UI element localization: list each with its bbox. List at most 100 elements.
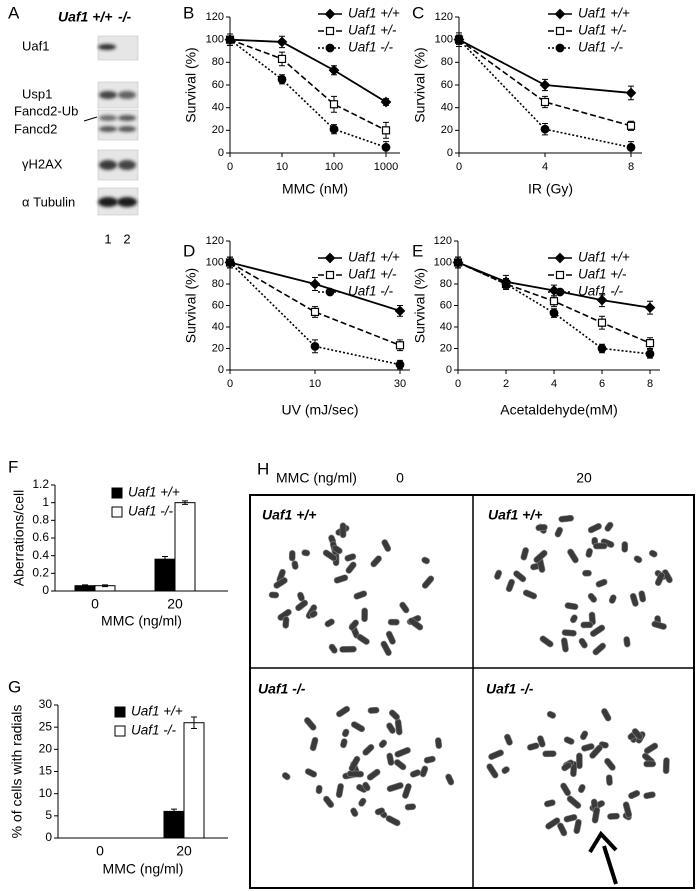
series-line [229,38,387,132]
legend-marker [554,252,566,264]
data-point [644,302,656,313]
chromosome [592,542,608,550]
legend-marker [325,270,335,280]
x-tick-label: 0 [227,161,233,173]
data-point [394,305,406,317]
series-line [229,261,401,366]
y-tick-label: 120 [206,11,224,23]
chromosome [309,610,318,618]
y-tick-label: 0.8 [32,513,49,527]
y-tick-label: 15 [39,764,53,778]
y-tick-label: 60 [440,299,452,311]
data-point [309,278,321,290]
chromosome [589,744,603,759]
panel-label: F [8,457,18,476]
y-axis-label: Aberrations/cell [11,490,27,587]
chromosome [533,549,548,564]
x-tick-label: 0 [96,843,104,859]
data-point [540,97,550,107]
blot-band [99,91,117,99]
data-point [549,297,559,306]
legend-marker [325,287,335,297]
blot-strip [97,109,139,141]
chromosome [350,721,366,733]
chromosome [566,795,582,809]
legend-marker [324,8,336,20]
y-tick-label: 0 [446,364,452,376]
panel-label: E [412,241,423,260]
blot-row-label: Uaf1 [22,38,49,53]
chromosome [589,624,606,637]
panel-label: A [8,3,20,22]
legend-label: Uaf1 +/+ [578,6,630,21]
series-line [229,38,387,103]
chromosome [591,806,601,824]
data-point [597,318,607,327]
x-axis-label: MMC (ng/ml) [103,861,184,877]
y-tick-label: 100 [206,256,224,268]
legend-label: Uaf1 +/+ [131,704,183,719]
y-tick-label: 40 [212,321,224,333]
chromosome [569,614,578,624]
blot-band [118,160,136,170]
chromosome [526,742,540,751]
chromosome [592,642,606,656]
genotype-label: Uaf1 -/- [486,681,534,697]
chromosome [661,569,673,584]
chromosome [622,801,633,818]
chromosome [581,743,595,752]
x-tick-label: 2 [503,378,509,390]
x-tick-label: 10 [276,161,288,173]
chromosome [577,784,586,794]
chromosome [322,549,338,562]
chromosome [288,550,296,562]
legend-marker [325,43,335,53]
error-bar [162,556,168,563]
chromosome [522,589,538,600]
arrow-head [588,830,618,854]
blot-band [118,126,136,132]
data-point [596,294,608,306]
chromosome [315,784,323,795]
data-point [453,258,463,267]
chromosome [404,803,417,811]
legend-label: Uaf1 -/- [348,40,394,55]
treatment-label: MMC (ng/ml) [276,470,357,486]
panel-label: B [183,3,194,22]
data-point [225,258,235,267]
chromosome [631,728,643,740]
blot-band [98,44,116,50]
chromosome [328,643,338,654]
chromosome [348,619,359,631]
y-tick-label: 5 [45,808,52,822]
chromosome [386,752,395,766]
chromosome [381,539,392,552]
chromosome [282,616,290,629]
chromosome [367,706,380,714]
blot-row-label: Fancd2 [14,121,57,136]
chromosome [370,555,382,568]
bar [174,502,196,592]
lane-number: 2 [123,231,130,246]
legend-label: Uaf1 +/+ [348,6,400,21]
chromosome [486,763,499,779]
legend-label: Uaf1 +/- [578,267,627,282]
y-tick-label: 30 [39,697,53,711]
y-tick-label: 100 [434,256,452,268]
x-tick-label: 8 [647,378,653,390]
series-line [229,261,401,347]
chromosome [654,572,665,587]
chromosome [564,602,579,611]
data-point [626,142,636,152]
chromosome [579,730,589,741]
legend-marker [325,26,335,36]
genotype-label: Uaf1 +/+ [488,507,542,523]
blot-band [118,91,136,99]
chromosome [643,791,656,800]
bar [183,722,205,839]
data-point [395,341,405,350]
chromosome [513,570,527,583]
legend-label: Uaf1 -/- [578,284,624,299]
